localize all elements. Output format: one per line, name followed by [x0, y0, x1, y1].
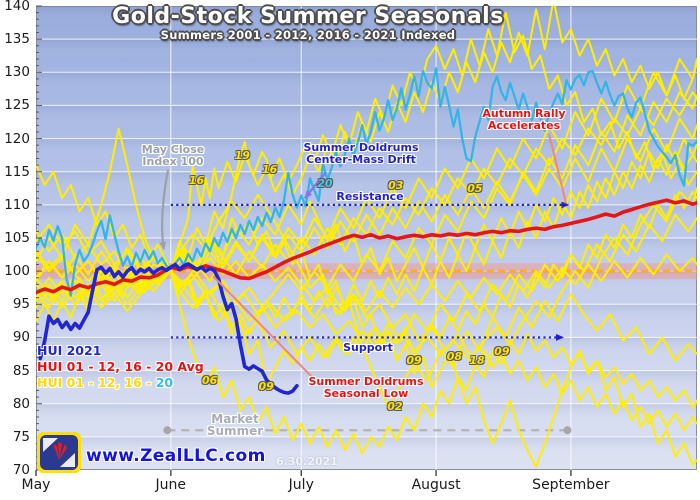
year-label-09: 09 — [494, 345, 510, 358]
y-tick-label: 110 — [4, 196, 30, 213]
x-tick-label-august: August — [411, 477, 461, 493]
year-label-16: 16 — [261, 163, 278, 177]
year-label-03: 03 — [388, 178, 404, 192]
year-label-06: 06 — [201, 374, 218, 388]
annotation-support: Support — [343, 341, 393, 354]
year-line-2017 — [36, 253, 697, 329]
x-tick-label-july: July — [288, 477, 314, 493]
year-label-08: 08 — [446, 350, 463, 364]
year-label-09: 09 — [406, 353, 422, 367]
annotation-resistance: Resistance — [336, 190, 404, 203]
x-tick-label-june: June — [155, 477, 187, 493]
annotation-may-close: May Close Index 100 — [141, 143, 205, 168]
y-tick-label: 95 — [12, 296, 30, 313]
y-tick-label: 135 — [4, 31, 30, 48]
y-tick-label: 125 — [4, 97, 30, 114]
y-tick-label: 140 — [4, 0, 30, 14]
date-watermark: 6.30.2021 — [276, 455, 338, 468]
line-2020 — [36, 67, 697, 297]
annotation-seasonal-low: Summer Doldrums Seasonal Low — [308, 375, 424, 400]
year-line-2012 — [36, 137, 697, 336]
year-label-20: 20 — [317, 176, 333, 190]
zeal-logo-icon — [37, 432, 81, 473]
year-label-19: 19 — [234, 149, 250, 163]
y-tick-label: 115 — [4, 163, 30, 180]
line-2021 — [38, 262, 299, 395]
legend-hui-years: HUI 01 - 12, 16 - 20 — [37, 375, 174, 390]
y-tick-label: 70 — [12, 462, 30, 478]
year-label-05: 05 — [467, 181, 483, 195]
x-tick-label-may: May — [21, 477, 51, 493]
year-line-2011 — [36, 91, 697, 309]
year-label-02: 02 — [387, 400, 403, 414]
y-tick-label: 80 — [12, 395, 30, 412]
annotation-doldrums-drift: Summer Doldrums Center-Mass Drift — [303, 141, 419, 166]
annotation-autumn-rally: Autumn Rally Accelerates — [482, 107, 566, 132]
y-tick-label: 75 — [12, 428, 30, 445]
year-line-2006 — [36, 164, 697, 455]
y-tick-label: 90 — [12, 329, 30, 346]
annotation-market-summer: Market Summer — [206, 412, 264, 438]
year-label-16: 16 — [188, 173, 205, 187]
y-tick-label: 100 — [4, 263, 30, 280]
y-tick-label: 105 — [4, 230, 30, 246]
x-tick-label-september: September — [532, 477, 610, 493]
zeal-url-link[interactable]: www.ZealLLC.com — [86, 446, 266, 466]
year-line-2001 — [36, 117, 697, 283]
y-tick-label: 130 — [4, 64, 30, 81]
line-average — [36, 198, 697, 295]
y-tick-label: 120 — [4, 130, 30, 147]
legend-hui-2021: HUI 2021 — [37, 343, 102, 358]
year-label-18: 18 — [469, 354, 485, 368]
year-label-09: 09 — [258, 380, 274, 394]
legend-hui-avg: HUI 01 - 12, 16 - 20 Avg — [37, 359, 204, 374]
y-tick-label: 85 — [12, 362, 30, 379]
